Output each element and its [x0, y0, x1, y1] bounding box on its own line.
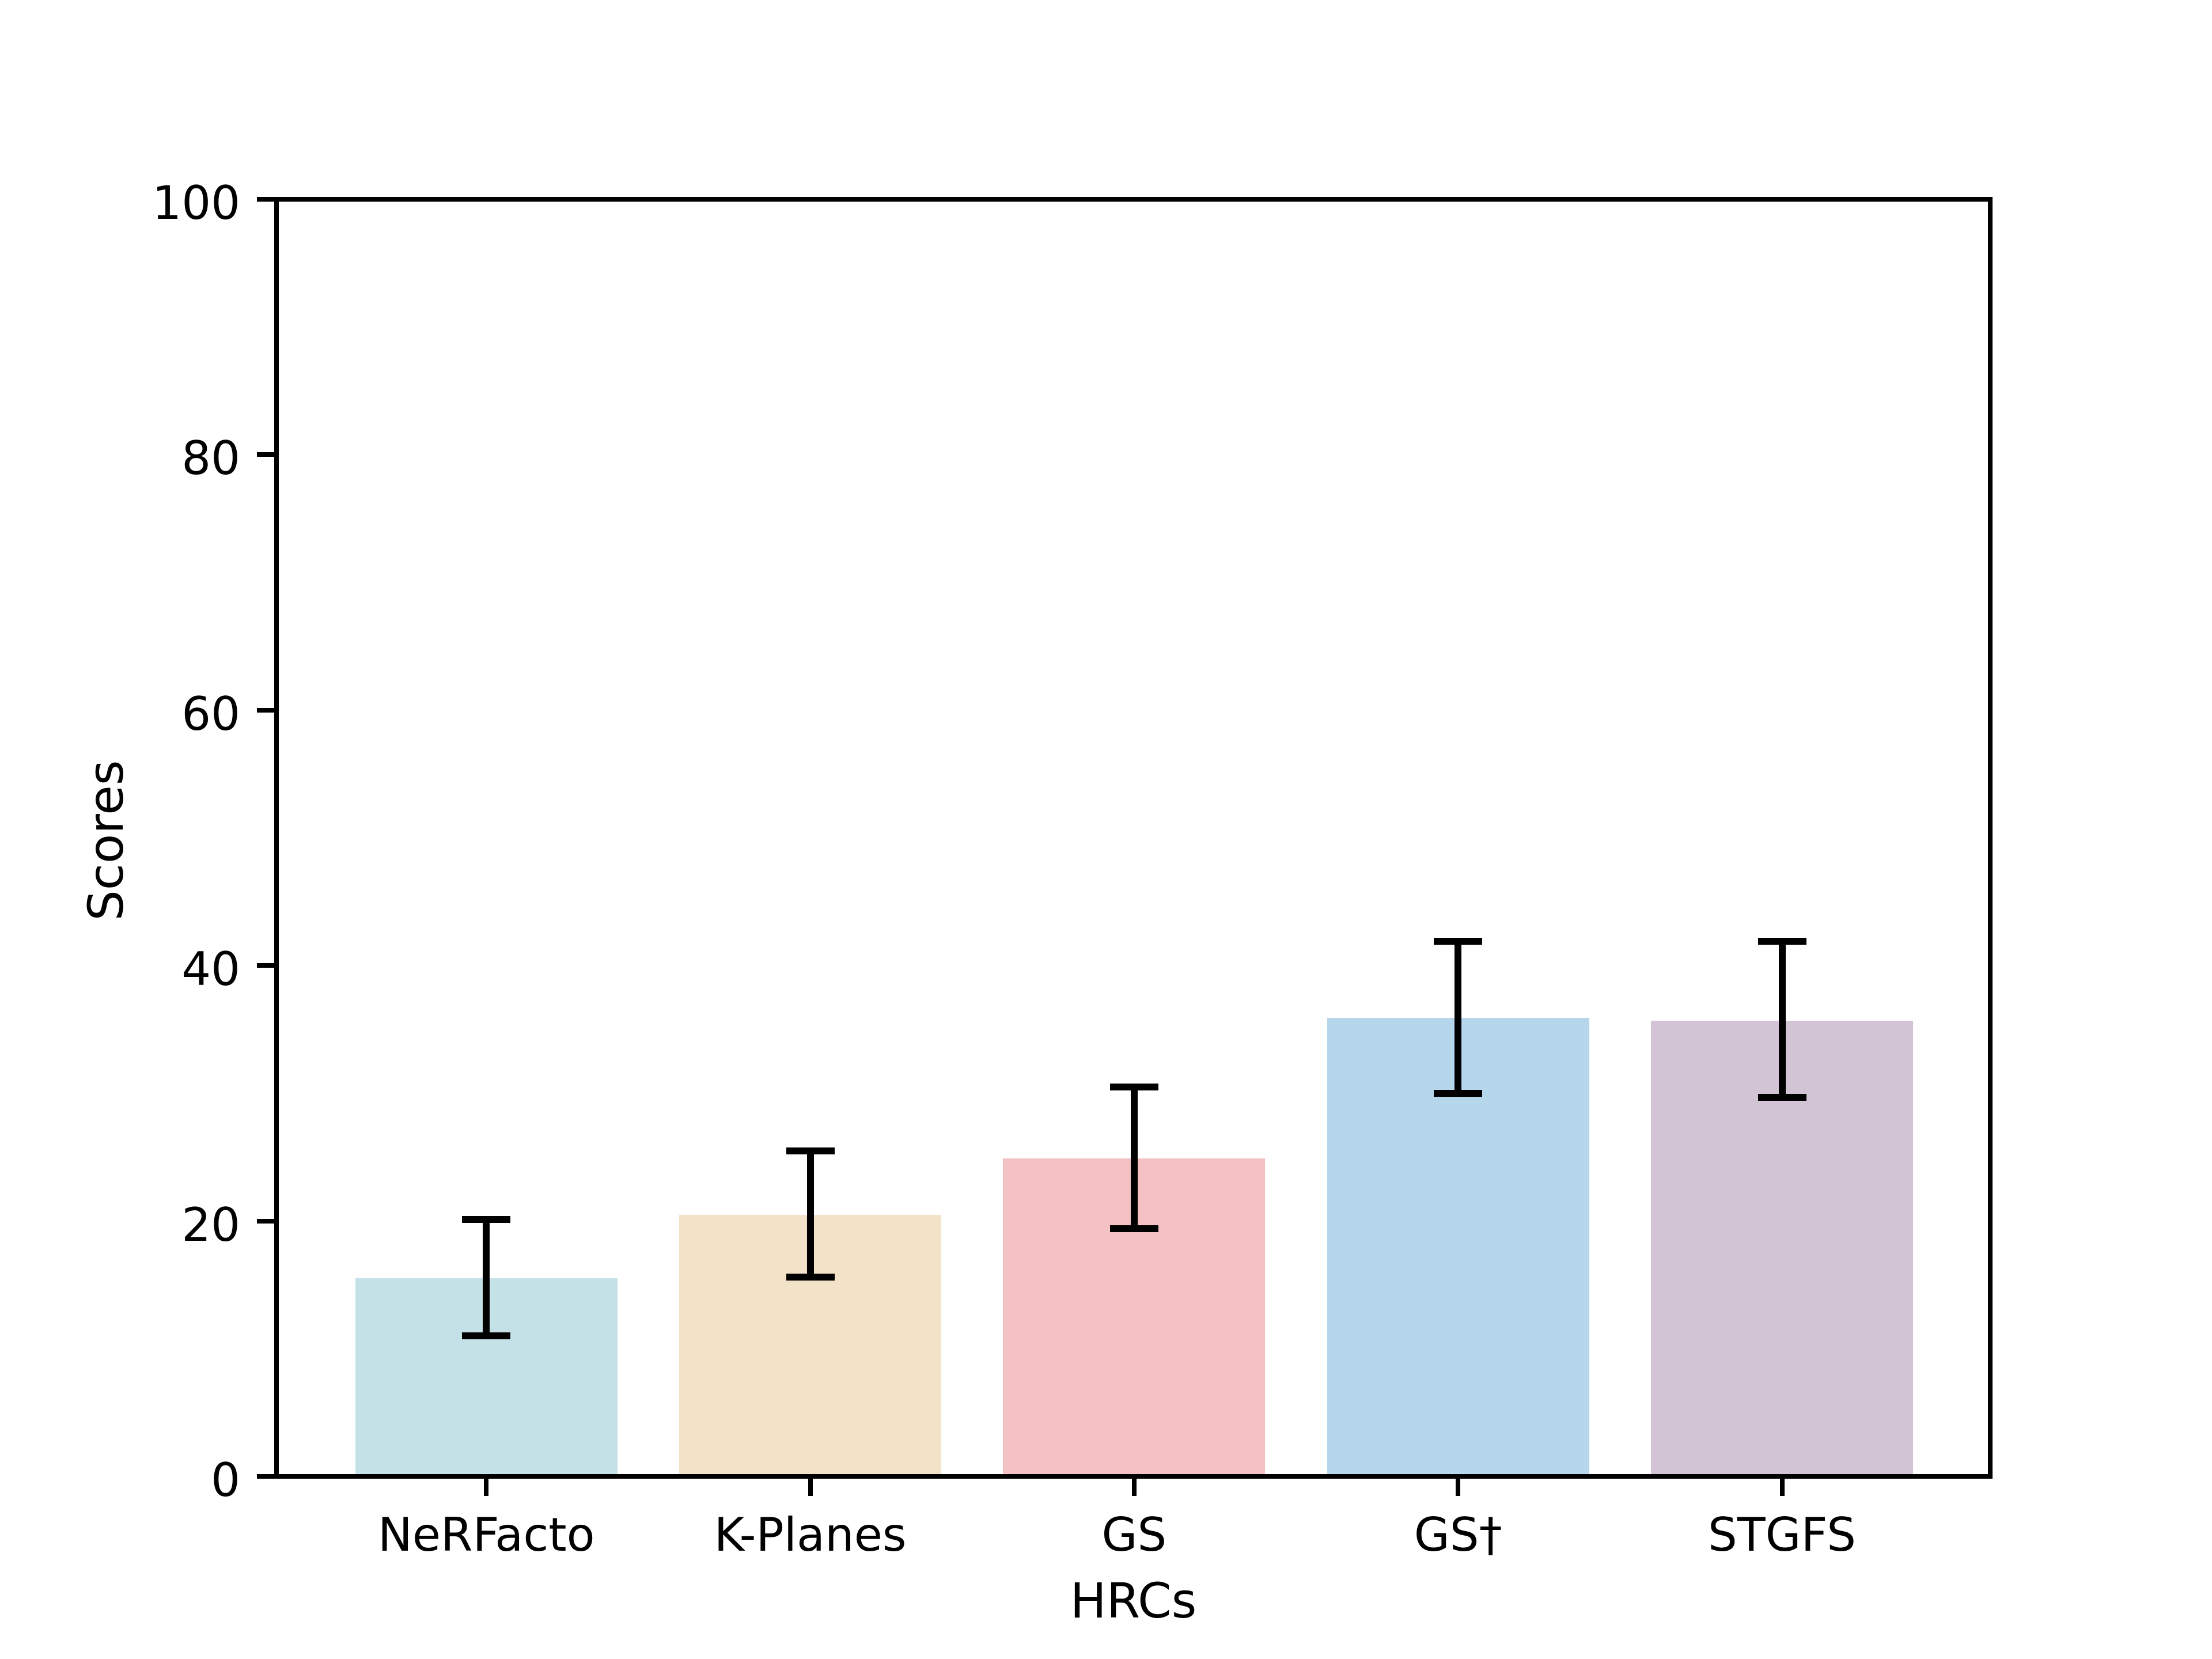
y-tick-label: 60: [181, 687, 240, 741]
error-bar-cap-top: [1434, 938, 1483, 945]
y-tick-label: 100: [152, 176, 240, 230]
y-tick: [257, 707, 274, 713]
error-bar-line: [806, 1150, 814, 1278]
x-tick-label: GS: [1101, 1508, 1167, 1562]
error-bar-line: [1455, 941, 1462, 1093]
x-tick: [1131, 1479, 1137, 1496]
error-bar-cap-bottom: [462, 1332, 511, 1340]
y-tick: [257, 197, 274, 202]
y-tick-label: 0: [211, 1453, 240, 1507]
y-axis-title: Scores: [78, 760, 134, 921]
error-bar-cap-bottom: [1758, 1093, 1806, 1101]
x-tick-label: K-Planes: [714, 1508, 907, 1562]
y-tick-label: 40: [181, 942, 240, 997]
y-tick: [257, 1474, 274, 1479]
x-tick: [1456, 1479, 1461, 1496]
error-bar-line: [1130, 1086, 1138, 1229]
y-tick-label: 80: [181, 431, 240, 486]
error-bar-cap-top: [462, 1216, 511, 1224]
y-tick: [257, 1218, 274, 1224]
y-tick: [257, 963, 274, 968]
error-bar-cap-top: [786, 1147, 835, 1154]
x-tick-label: GS†: [1414, 1508, 1502, 1562]
x-axis-title: HRCs: [1070, 1573, 1197, 1629]
x-tick-label: STGFS: [1707, 1508, 1857, 1562]
y-tick-label: 20: [181, 1198, 240, 1252]
error-bar-cap-bottom: [786, 1274, 835, 1281]
error-bar-cap-top: [1758, 938, 1806, 945]
x-tick-label: NeRFacto: [377, 1508, 595, 1562]
error-bar-line: [483, 1219, 490, 1336]
error-bar-cap-bottom: [1109, 1225, 1158, 1232]
error-bar-cap-bottom: [1434, 1089, 1483, 1097]
y-tick: [257, 452, 274, 457]
x-tick: [484, 1479, 489, 1496]
x-tick: [808, 1479, 813, 1496]
x-tick: [1779, 1479, 1785, 1496]
error-bar-cap-top: [1109, 1083, 1158, 1090]
error-bar-line: [1778, 941, 1786, 1097]
